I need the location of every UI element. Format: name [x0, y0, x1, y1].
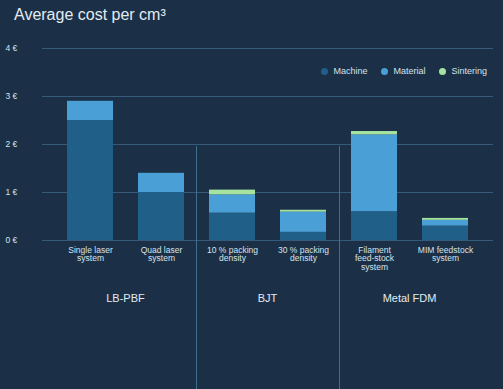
svg-text:Single lasersystem: Single lasersystem — [68, 245, 113, 264]
svg-text:4 €: 4 € — [6, 43, 18, 53]
svg-text:MIM feedstocksystem: MIM feedstocksystem — [418, 245, 474, 264]
svg-text:1 €: 1 € — [6, 187, 18, 197]
html-text:Average cost per cm³: Average cost per cm³ — [14, 6, 166, 23]
html-text:Material: Material — [393, 66, 426, 76]
html-text:Machine: Machine — [333, 66, 368, 76]
html-text:LB-PBF: LB-PBF — [106, 292, 145, 304]
svg-text:2 €: 2 € — [6, 139, 18, 149]
svg-text:Filamentfeed-stocksystem: Filamentfeed-stocksystem — [355, 245, 395, 272]
svg-text:10 % packingdensity: 10 % packingdensity — [207, 245, 258, 264]
svg-text:30 % packingdensity: 30 % packingdensity — [278, 245, 329, 264]
html-text:Metal FDM: Metal FDM — [382, 292, 437, 304]
html-text:Sintering: Sintering — [451, 66, 487, 76]
html-text:BJT: BJT — [257, 292, 278, 304]
svg-text:0 €: 0 € — [6, 235, 18, 245]
svg-text:Quad lasersystem: Quad lasersystem — [141, 245, 183, 264]
svg-text:3 €: 3 € — [6, 91, 18, 101]
